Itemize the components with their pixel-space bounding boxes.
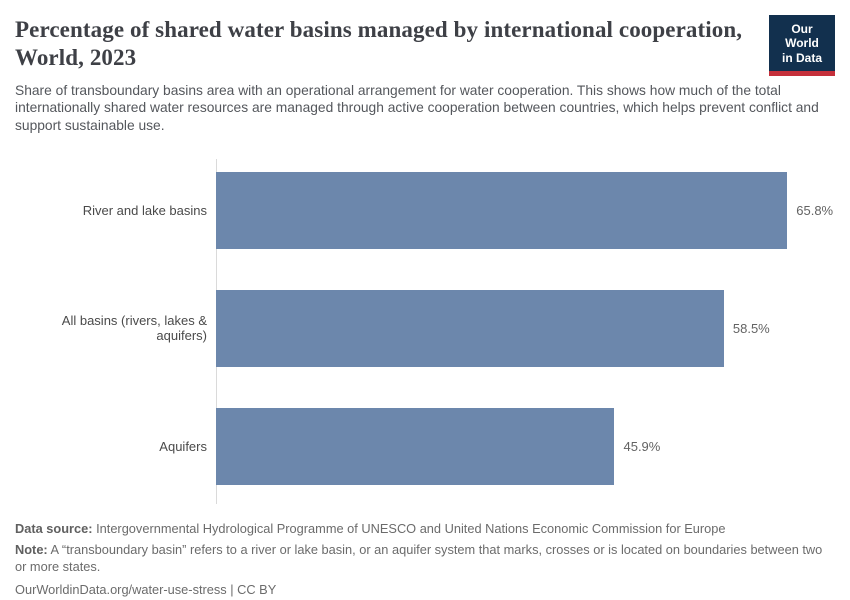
note-text: A “transboundary basin” refers to a rive… [15, 541, 823, 574]
chart-subtitle: Share of transboundary basins area with … [15, 83, 819, 133]
note-label: Note: [15, 541, 48, 557]
bar-row-aquifers: Aquifers 45.9% [15, 407, 835, 485]
data-source-line: Data source: Intergovernmental Hydrologi… [15, 521, 833, 538]
note-line: Note: A “transboundary basin” refers to … [15, 542, 833, 576]
owid-logo[interactable]: Our World in Data [769, 15, 835, 77]
category-label: Aquifers [159, 438, 207, 454]
bar-all-basins[interactable] [216, 289, 724, 367]
owid-logo-line2: in Data [781, 50, 822, 65]
category-label: River and lake basins [82, 202, 207, 218]
bar-chart: River and lake basins 65.8% All basins (… [15, 158, 835, 504]
category-label: All basins (rivers, lakes & aquifers) [61, 313, 207, 344]
value-label: 65.8% [796, 202, 834, 218]
value-label: 45.9% [623, 438, 661, 454]
bar-track: 58.5% [216, 289, 835, 367]
value-label: 58.5% [732, 320, 770, 336]
bar-river-lake[interactable] [216, 171, 788, 249]
chart-title: Percentage of shared water basins manage… [15, 17, 743, 71]
data-source-text: Intergovernmental Hydrological Programme… [92, 520, 726, 536]
bar-track: 65.8% [216, 171, 835, 249]
bar-row-river-lake: River and lake basins 65.8% [15, 171, 835, 249]
bar-track: 45.9% [216, 407, 835, 485]
bar-row-all-basins: All basins (rivers, lakes & aquifers) 58… [15, 289, 835, 367]
data-source-label: Data source: [15, 520, 93, 536]
owid-logo-line1: Our World [785, 22, 819, 51]
chart-footer: Data source: Intergovernmental Hydrologi… [15, 521, 833, 600]
owid-url-link[interactable]: OurWorldinData.org/water-use-stress | CC… [15, 582, 277, 598]
bar-aquifers[interactable] [216, 407, 615, 485]
chart-header: Percentage of shared water basins manage… [15, 15, 835, 134]
